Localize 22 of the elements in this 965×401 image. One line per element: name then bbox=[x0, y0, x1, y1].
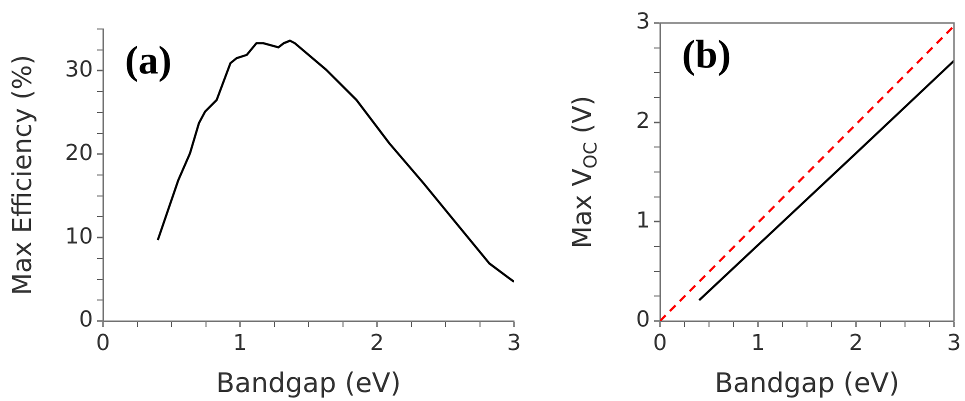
x-tick-label: 3 bbox=[507, 330, 521, 356]
x-axis-title: Bandgap (eV) bbox=[714, 368, 900, 399]
y-tick-label: 0 bbox=[636, 308, 650, 333]
y-axis-title: Max VOC (V) bbox=[568, 96, 602, 248]
y-tick-label: 30 bbox=[65, 57, 93, 82]
x-tick-label: 0 bbox=[96, 330, 110, 356]
y-tick-label: 2 bbox=[636, 109, 650, 134]
x-tick-label: 0 bbox=[653, 330, 667, 356]
x-tick-label: 2 bbox=[370, 330, 384, 356]
x-tick-label: 1 bbox=[233, 330, 247, 356]
x-tick-label: 1 bbox=[751, 330, 765, 356]
y-axis-title: Max Efficiency (%) bbox=[8, 54, 38, 296]
y-tick-label: 1 bbox=[636, 208, 650, 234]
y-tick-label: 20 bbox=[65, 140, 93, 166]
y-tick-label: 0 bbox=[79, 308, 93, 333]
x-tick-label: 3 bbox=[947, 330, 961, 356]
y-tick-label: 3 bbox=[636, 10, 650, 35]
x-axis-title: Bandgap (eV) bbox=[216, 368, 401, 399]
annotation: (a) bbox=[125, 37, 172, 82]
x-tick-label: 2 bbox=[849, 330, 863, 356]
y-tick-label: 10 bbox=[65, 224, 93, 250]
annotation: (b) bbox=[682, 31, 731, 76]
